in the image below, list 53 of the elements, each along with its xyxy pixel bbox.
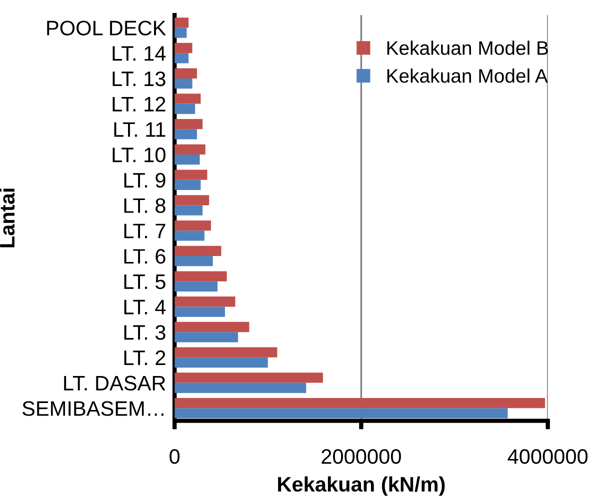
y-tick-label: LT. 10: [112, 148, 166, 162]
y-tick-label: LT. 12: [112, 96, 166, 112]
x-tick-label: 4000000: [508, 449, 588, 464]
y-tick-label: LT. 9: [124, 172, 166, 188]
bar: [174, 144, 206, 155]
bar: [174, 195, 210, 206]
bar: [174, 347, 278, 358]
y-tick-label: LT. 3: [124, 325, 166, 340]
y-tick-label: LT. 11: [114, 122, 166, 137]
bar: [174, 322, 250, 332]
bar: [174, 306, 225, 317]
x-tick-label: 0: [170, 449, 180, 464]
y-tick-label: SEMIBASEM…: [22, 401, 164, 416]
bar: [174, 78, 192, 89]
bar: [174, 220, 211, 231]
bar: [174, 372, 323, 383]
y-tick-label: LT. 6: [124, 248, 166, 264]
bar: [174, 42, 192, 54]
y-tick-label: POOL DECK: [47, 20, 166, 36]
bar: [174, 357, 268, 368]
bar: [174, 398, 546, 408]
bar: [174, 256, 213, 266]
legend-label: Kekakuan Model A: [387, 68, 548, 83]
bar: [174, 119, 203, 130]
y-tick-label: LT. 13: [112, 71, 166, 86]
bar: [174, 246, 222, 256]
bar: [174, 104, 196, 114]
bar: [174, 68, 197, 78]
legend-label: Kekakuan Model B: [387, 40, 548, 55]
bar: [174, 205, 203, 216]
y-tick-label: LT. DASAR: [64, 376, 166, 391]
bar: [174, 332, 238, 342]
y-tick-label: LT. 8: [124, 198, 166, 214]
bar: [174, 18, 189, 28]
bar: [174, 180, 201, 190]
bar: [174, 230, 204, 241]
y-tick-label: LT. 4: [124, 300, 166, 314]
bar: [174, 129, 197, 140]
bar: [174, 154, 200, 165]
y-tick-label: LT. 7: [124, 224, 166, 238]
x-tick-label: 2000000: [322, 449, 401, 464]
bar: [174, 271, 227, 282]
y-tick-label: LT. 14: [112, 46, 166, 61]
y-tick-label: LT. 2: [124, 350, 166, 365]
bar: [174, 53, 189, 64]
x-axis-title: Kekakuan (kN/m): [278, 476, 445, 496]
bar: [174, 296, 236, 307]
bar: [174, 28, 187, 38]
bar: [174, 281, 218, 292]
y-tick-label: LT. 5: [124, 274, 166, 290]
bar: [174, 94, 201, 104]
bar: [174, 170, 208, 180]
bar: [174, 382, 306, 393]
